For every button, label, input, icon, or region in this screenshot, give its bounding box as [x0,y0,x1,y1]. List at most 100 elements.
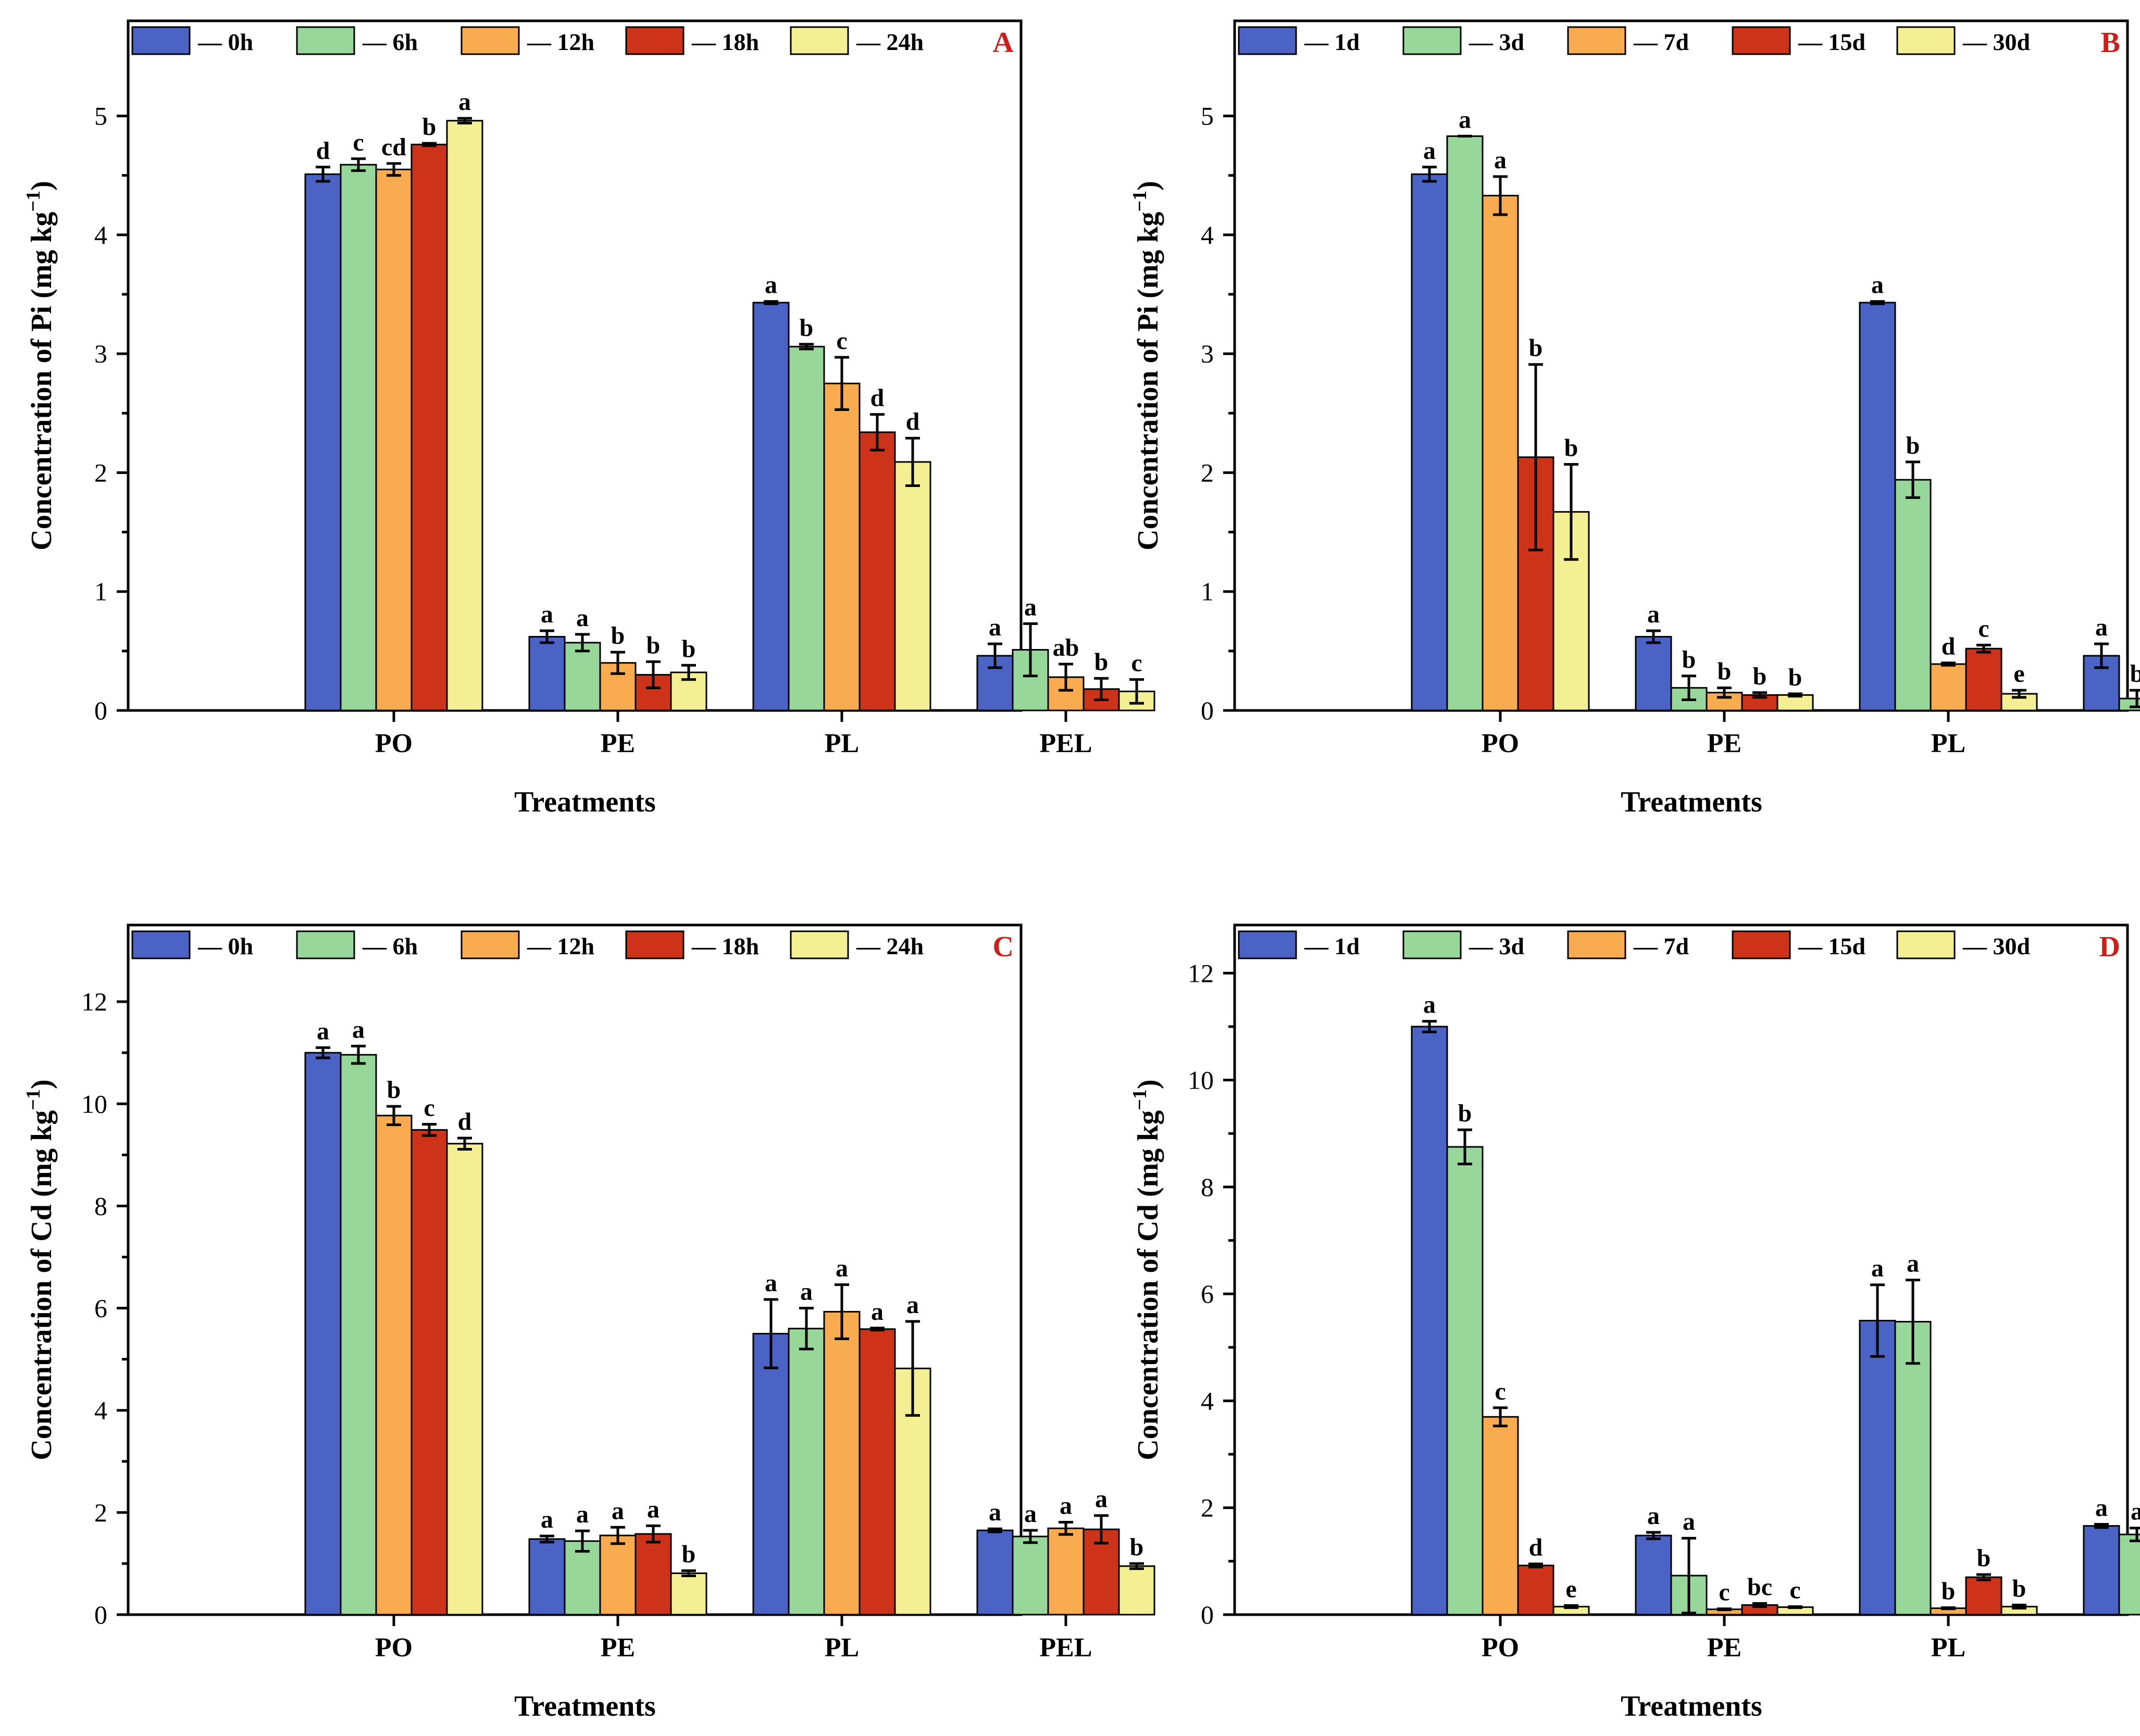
y-tick-label: 10 [81,1089,107,1118]
significance-letter: a [989,1498,1001,1526]
legend-swatch-2 [461,26,520,55]
legend-label-2: — 12h [527,933,594,959]
significance-letter: a [1907,1250,1919,1278]
significance-letter: a [541,601,553,628]
significance-letter: b [1718,658,1732,685]
significance-letter: c [1789,1577,1800,1604]
legend-swatch-4 [790,930,849,959]
chart-panel-b: 012345POaaabbPEabbbbPLabdcePELabbbb— 1d—… [1129,19,2140,818]
y-axis-title-superscript: −1 [22,191,44,212]
x-tick-label-pel: PEL [1039,729,1092,758]
y-axis-title-superscript: −1 [22,1089,44,1110]
bar-pl-series-0 [1859,1320,1896,1616]
legend-label-4: — 24h [856,933,924,959]
legend-label-2: — 7d [1633,933,1689,959]
panel-letter: B [2101,27,2120,59]
significance-letter: d [1529,1533,1543,1561]
y-tick-label: 12 [81,987,107,1016]
legend-swatch-0 [131,26,191,55]
legend-label-0: — 0h [197,29,253,55]
legend-swatch-0 [131,930,191,959]
y-tick-label: 2 [94,1498,107,1527]
bar-pl-series-1 [788,345,825,711]
x-tick-label-pl: PL [825,729,859,758]
y-tick-label: 2 [1201,1493,1214,1522]
significance-letter: bc [1747,1573,1772,1601]
y-axis-title-end: ) [1132,181,1164,191]
legend-label-1: — 3d [1469,933,1525,959]
x-tick-label-pe: PE [601,1633,635,1663]
legend-swatch-1 [296,26,355,55]
significance-letter: a [1024,1500,1037,1528]
legend-label-2: — 7d [1633,29,1689,55]
significance-letter: a [458,88,471,116]
significance-letter: a [1647,601,1660,628]
significance-letter: c [1131,650,1142,677]
significance-letter: d [1942,633,1956,660]
panel-letter: C [993,931,1014,963]
significance-letter: b [2130,660,2140,688]
significance-letter: a [1459,106,1471,133]
y-axis-title-main: Concentration of Pi (mg kg [26,212,58,551]
bar-po-series-0 [1411,1026,1448,1616]
significance-letter: a [871,1298,884,1326]
significance-letter: b [1564,434,1578,461]
bar-po-series-2 [1482,195,1519,711]
y-tick-label: 8 [1201,1172,1214,1202]
significance-letter: a [612,1497,624,1525]
significance-letter: e [1565,1576,1576,1603]
bar-pl-series-0 [752,1333,790,1616]
legend-swatch-4 [1896,930,1956,959]
x-tick-label-po: PO [375,729,413,758]
y-tick-label: 6 [94,1294,107,1323]
panel-letter: D [2099,931,2120,963]
bar-pel-series-1 [1012,1535,1049,1616]
legend-label-0: — 1d [1304,29,1360,55]
significance-letter: a [800,1278,813,1306]
x-tick-label-pe: PE [1707,729,1741,758]
significance-letter: b [1682,646,1696,673]
bar-pe-series-4 [670,1572,707,1616]
legend-swatch-4 [790,26,849,55]
bar-pl-series-2 [1930,663,1967,711]
significance-letter: c [836,327,847,355]
bar-po-series-0 [1411,173,1448,711]
x-tick-label-po: PO [1482,729,1519,758]
significance-letter: d [870,384,885,412]
y-tick-label: 6 [1201,1279,1214,1308]
bar-pl-series-0 [752,302,790,711]
bar-pe-series-2 [599,1534,637,1616]
x-axis-title: Treatments [514,786,656,818]
legend-swatch-0 [1238,26,1297,55]
legend-label-2: — 12h [527,29,594,55]
significance-letter: c [353,129,364,156]
significance-letter: a [1423,137,1436,165]
significance-letter: b [1094,648,1109,676]
significance-letter: d [316,137,330,165]
significance-letter: c [1978,615,1989,642]
y-axis-title: Concentration of Pi (mg kg−1) [1129,181,1164,550]
bar-pel-series-1 [2118,1533,2140,1616]
x-tick-label-pe: PE [1707,1633,1741,1663]
legend-label-3: — 15d [1798,933,1866,959]
y-axis-title: Concentration of Cd (mg kg−1) [1129,1079,1164,1460]
significance-letter: a [317,1017,329,1045]
y-tick-label: 0 [1201,1600,1214,1629]
significance-letter: b [1788,664,1802,691]
y-tick-label: 4 [1201,220,1214,249]
y-tick-label: 2 [1201,458,1214,487]
legend-label-0: — 1d [1304,933,1360,959]
significance-letter: a [2095,614,2108,641]
significance-letter: b [1753,663,1767,690]
bar-pl-series-2 [823,1310,861,1616]
x-tick-label-po: PO [375,1633,413,1663]
significance-letter: a [1683,1508,1695,1535]
y-axis-title-end: ) [1132,1079,1164,1089]
significance-letter: a [989,614,1001,641]
significance-letter: b [1906,432,1920,459]
y-tick-label: 3 [1201,339,1214,368]
legend-swatch-3 [625,930,685,959]
significance-letter: cd [381,133,406,161]
legend-swatch-3 [1732,930,1791,959]
y-axis-title: Concentration of Cd (mg kg−1) [22,1079,58,1460]
